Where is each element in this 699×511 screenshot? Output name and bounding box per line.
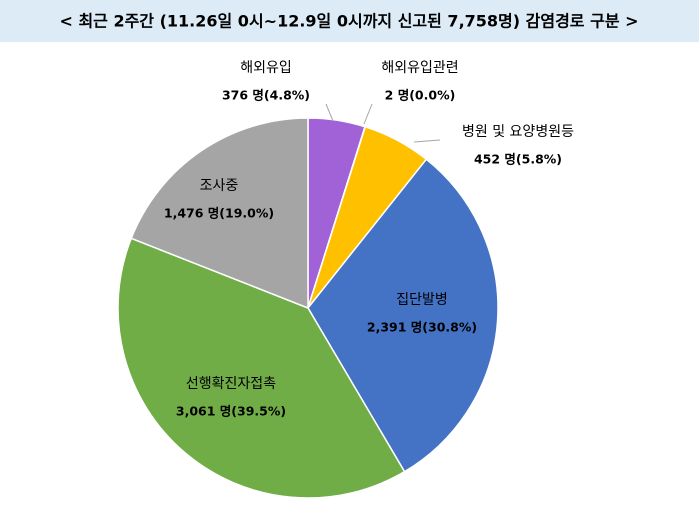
leader-line [325,103,334,122]
pie-slice [117,237,406,499]
leader-line [413,139,441,143]
pie-slice [130,117,309,310]
value-label: 2,391 명(30.8%) [367,320,477,335]
slice-name: 해외유입관련 [381,60,458,76]
slice-name: 조사중 [200,178,239,194]
slice-name: 선행확진자접촉 [186,376,276,392]
slice-name: 병원 및 요양병원등 [462,124,574,140]
slice-name: 해외유입 [240,60,292,76]
value-label: 452 명(5.8%) [474,152,562,167]
value-label: 376 명(4.8%) [222,88,310,103]
chart-title: < 최근 2주간 (11.26일 0시~12.9일 0시까지 신고된 7,758… [59,12,638,31]
pie-slice [307,158,499,473]
value-label: 3,061 명(39.5%) [176,404,286,419]
slice-name: 집단발병 [396,292,448,308]
value-label: 1,476 명(19.0%) [164,206,274,221]
value-label: 2 명(0.0%) [385,88,456,103]
leader-line [363,103,373,125]
title-band [0,0,699,42]
